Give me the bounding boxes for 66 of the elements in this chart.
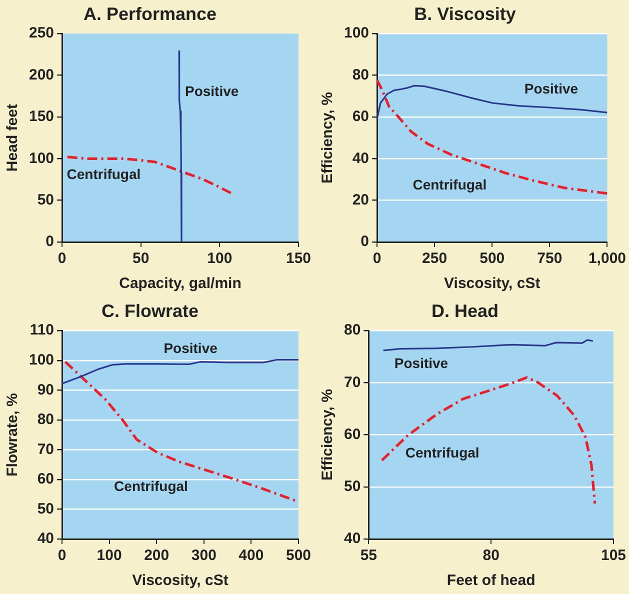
y-tick-label: 100 <box>344 24 370 42</box>
x-tick-label: 1,000 <box>588 250 626 268</box>
y-tick-label: 70 <box>37 440 54 458</box>
y-tick-label: 80 <box>37 411 54 428</box>
y-tick-label: 100 <box>28 352 54 369</box>
x-axis-title: Capacity, gal/min <box>119 275 242 292</box>
series-label: Positive <box>164 340 218 356</box>
y-axis-title: Efficiency, % <box>319 92 336 184</box>
y-axis-title: Efficiency, % <box>319 389 336 481</box>
chart-title: C. Flowrate <box>101 300 199 321</box>
series-label: Positive <box>524 80 578 97</box>
x-tick-label: 105 <box>600 547 626 564</box>
x-tick-label: 0 <box>58 250 66 268</box>
x-tick-label: 400 <box>238 547 264 564</box>
y-tick-label: 80 <box>352 66 370 84</box>
x-tick-label: 250 <box>422 250 448 268</box>
series-label: Positive <box>394 354 448 371</box>
y-tick-label: 40 <box>37 530 54 548</box>
y-tick-label: 50 <box>37 191 54 208</box>
chart-title: A. Performance <box>83 4 217 24</box>
series-label: Centrifugal <box>405 444 480 460</box>
line-series <box>377 78 608 195</box>
line-series <box>64 360 298 504</box>
x-tick-label: 300 <box>191 547 216 564</box>
y-tick-label: 60 <box>352 108 370 126</box>
series-label: Centrifugal <box>412 176 487 193</box>
series-label: Centrifugal <box>66 166 141 182</box>
line-series <box>380 376 596 505</box>
series-label: Positive <box>184 82 239 99</box>
x-tick-label: 55 <box>360 547 378 564</box>
y-axis-title: Flowrate, % <box>4 393 22 476</box>
x-axis-title: Viscosity, cSt <box>444 275 540 292</box>
x-tick-label: 200 <box>144 547 170 564</box>
x-axis-title: Feet of head <box>446 572 536 590</box>
y-axis-title: Head feet <box>4 104 22 172</box>
x-tick-label: 150 <box>286 250 311 268</box>
y-tick-label: 60 <box>37 470 54 488</box>
x-tick-label: 750 <box>537 250 562 268</box>
x-tick-label: 50 <box>132 250 150 268</box>
y-tick-label: 40 <box>352 150 370 167</box>
x-tick-label: 100 <box>96 547 122 564</box>
y-tick-label: 90 <box>37 381 54 398</box>
chart-title: B. Viscosity <box>414 4 516 24</box>
y-tick-label: 70 <box>344 374 361 391</box>
y-tick-label: 50 <box>344 478 361 496</box>
y-tick-label: 0 <box>46 233 54 250</box>
x-tick-label: 0 <box>372 250 382 268</box>
x-tick-label: 80 <box>482 547 500 564</box>
y-tick-label: 50 <box>37 500 54 518</box>
y-tick-label: 150 <box>28 108 54 126</box>
x-tick-label: 500 <box>286 547 311 564</box>
y-tick-label: 60 <box>344 426 361 443</box>
y-tick-label: 100 <box>28 150 54 167</box>
x-tick-label: 100 <box>207 250 232 268</box>
x-tick-label: 0 <box>58 547 66 564</box>
y-tick-label: 40 <box>344 530 361 548</box>
y-tick-label: 80 <box>344 322 361 339</box>
y-tick-label: 0 <box>360 233 370 250</box>
x-tick-label: 500 <box>480 250 505 268</box>
series-label: Centrifugal <box>114 478 188 494</box>
y-tick-label: 200 <box>28 66 54 84</box>
chart-title: D. Head <box>431 300 499 321</box>
y-tick-label: 110 <box>30 322 54 339</box>
y-tick-label: 20 <box>352 191 370 208</box>
y-tick-label: 250 <box>28 24 54 42</box>
x-axis-title: Viscosity, cSt <box>132 572 228 590</box>
